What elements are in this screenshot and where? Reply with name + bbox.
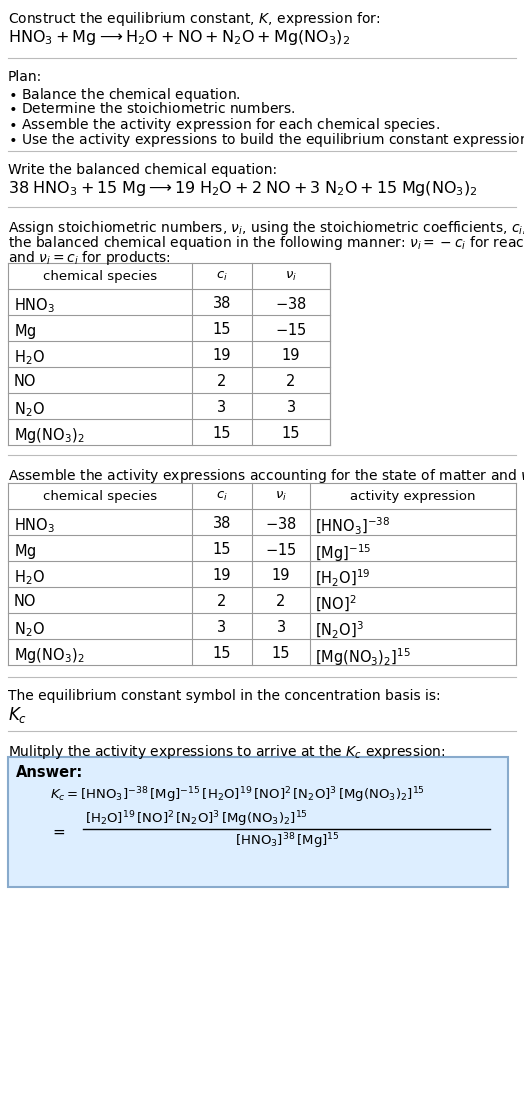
Text: $K_c = [\mathrm{HNO_3}]^{-38}\,[\mathrm{Mg}]^{-15}\,[\mathrm{H_2O}]^{19}\,[\math: $K_c = [\mathrm{HNO_3}]^{-38}\,[\mathrm{… bbox=[50, 785, 425, 804]
Text: 19: 19 bbox=[213, 349, 231, 363]
Text: 19: 19 bbox=[213, 568, 231, 583]
Text: 15: 15 bbox=[213, 322, 231, 338]
Text: $-15$: $-15$ bbox=[275, 322, 307, 338]
Text: 2: 2 bbox=[217, 374, 227, 389]
Text: 2: 2 bbox=[217, 595, 227, 609]
Text: $[\mathrm{NO}]^{2}$: $[\mathrm{NO}]^{2}$ bbox=[315, 595, 356, 614]
Text: $[\mathrm{HNO_3}]^{-38}$: $[\mathrm{HNO_3}]^{-38}$ bbox=[315, 516, 390, 537]
Text: $K_c$: $K_c$ bbox=[8, 705, 27, 725]
Text: the balanced chemical equation in the following manner: $\nu_i = -c_i$ for react: the balanced chemical equation in the fo… bbox=[8, 234, 524, 251]
Text: $\mathrm{H_2O}$: $\mathrm{H_2O}$ bbox=[14, 349, 45, 366]
Text: $\mathrm{N_2O}$: $\mathrm{N_2O}$ bbox=[14, 620, 45, 639]
Text: 15: 15 bbox=[272, 646, 290, 661]
Text: 38: 38 bbox=[213, 296, 231, 311]
Text: Mulitply the activity expressions to arrive at the $K_c$ expression:: Mulitply the activity expressions to arr… bbox=[8, 743, 445, 761]
Text: $[\mathrm{H_2O}]^{19}\,[\mathrm{NO}]^{2}\,[\mathrm{N_2O}]^{3}\,[\mathrm{Mg(NO_3): $[\mathrm{H_2O}]^{19}\,[\mathrm{NO}]^{2}… bbox=[85, 808, 308, 828]
Text: $\nu_i$: $\nu_i$ bbox=[275, 490, 287, 503]
Text: $\mathrm{38\;HNO_3 + 15\;Mg} \longrightarrow \mathrm{19\;H_2O + 2\;NO + 3\;N_2O : $\mathrm{38\;HNO_3 + 15\;Mg} \longrighta… bbox=[8, 179, 478, 199]
Text: 19: 19 bbox=[272, 568, 290, 583]
Text: The equilibrium constant symbol in the concentration basis is:: The equilibrium constant symbol in the c… bbox=[8, 689, 441, 703]
Text: $\mathrm{H_2O}$: $\mathrm{H_2O}$ bbox=[14, 568, 45, 587]
Text: 15: 15 bbox=[282, 426, 300, 441]
Text: chemical species: chemical species bbox=[43, 270, 157, 283]
Text: $c_i$: $c_i$ bbox=[216, 270, 228, 283]
Text: 19: 19 bbox=[282, 349, 300, 363]
Text: $-38$: $-38$ bbox=[265, 516, 297, 532]
Text: $\bullet$ Use the activity expressions to build the equilibrium constant express: $\bullet$ Use the activity expressions t… bbox=[8, 131, 524, 149]
Text: activity expression: activity expression bbox=[350, 490, 476, 503]
Text: chemical species: chemical species bbox=[43, 490, 157, 503]
Text: $[\mathrm{Mg}]^{-15}$: $[\mathrm{Mg}]^{-15}$ bbox=[315, 542, 371, 564]
Text: and $\nu_i = c_i$ for products:: and $\nu_i = c_i$ for products: bbox=[8, 249, 171, 267]
Text: $\bullet$ Balance the chemical equation.: $\bullet$ Balance the chemical equation. bbox=[8, 86, 241, 104]
FancyBboxPatch shape bbox=[8, 757, 508, 887]
Text: $c_i$: $c_i$ bbox=[216, 490, 228, 503]
Text: NO: NO bbox=[14, 595, 37, 609]
Text: $[\mathrm{Mg(NO_3)_2}]^{15}$: $[\mathrm{Mg(NO_3)_2}]^{15}$ bbox=[315, 646, 411, 667]
Text: $\mathrm{Mg(NO_3)_2}$: $\mathrm{Mg(NO_3)_2}$ bbox=[14, 426, 84, 445]
Text: $\mathrm{Mg(NO_3)_2}$: $\mathrm{Mg(NO_3)_2}$ bbox=[14, 646, 84, 665]
Text: $\mathrm{Mg}$: $\mathrm{Mg}$ bbox=[14, 322, 37, 341]
Text: 2: 2 bbox=[286, 374, 296, 389]
Text: $[\mathrm{H_2O}]^{19}$: $[\mathrm{H_2O}]^{19}$ bbox=[315, 568, 370, 589]
Text: NO: NO bbox=[14, 374, 37, 389]
Text: 38: 38 bbox=[213, 516, 231, 531]
Text: $\mathrm{HNO_3}$: $\mathrm{HNO_3}$ bbox=[14, 516, 55, 535]
Text: $\mathrm{Mg}$: $\mathrm{Mg}$ bbox=[14, 542, 37, 561]
Text: $\mathrm{N_2O}$: $\mathrm{N_2O}$ bbox=[14, 400, 45, 419]
Text: Assemble the activity expressions accounting for the state of matter and $\nu_i$: Assemble the activity expressions accoun… bbox=[8, 467, 524, 485]
Text: Answer:: Answer: bbox=[16, 765, 83, 780]
Text: Plan:: Plan: bbox=[8, 69, 42, 84]
Text: 3: 3 bbox=[287, 400, 296, 415]
Text: 15: 15 bbox=[213, 542, 231, 557]
Text: $\bullet$ Determine the stoichiometric numbers.: $\bullet$ Determine the stoichiometric n… bbox=[8, 101, 296, 116]
Text: Construct the equilibrium constant, $K$, expression for:: Construct the equilibrium constant, $K$,… bbox=[8, 10, 380, 28]
Text: $=$: $=$ bbox=[50, 824, 66, 839]
Text: $[\mathrm{HNO_3}]^{38}\,[\mathrm{Mg}]^{15}$: $[\mathrm{HNO_3}]^{38}\,[\mathrm{Mg}]^{1… bbox=[235, 831, 340, 850]
Text: 3: 3 bbox=[217, 400, 226, 415]
Text: 3: 3 bbox=[277, 620, 286, 635]
Text: $[\mathrm{N_2O}]^{3}$: $[\mathrm{N_2O}]^{3}$ bbox=[315, 620, 364, 641]
Text: 15: 15 bbox=[213, 426, 231, 441]
Text: 3: 3 bbox=[217, 620, 226, 635]
Text: $\nu_i$: $\nu_i$ bbox=[285, 270, 297, 283]
Text: 15: 15 bbox=[213, 646, 231, 661]
Text: $\bullet$ Assemble the activity expression for each chemical species.: $\bullet$ Assemble the activity expressi… bbox=[8, 116, 440, 133]
Text: Assign stoichiometric numbers, $\nu_i$, using the stoichiometric coefficients, $: Assign stoichiometric numbers, $\nu_i$, … bbox=[8, 219, 524, 237]
Text: Write the balanced chemical equation:: Write the balanced chemical equation: bbox=[8, 163, 277, 176]
Text: $\mathrm{HNO_3 + Mg} \longrightarrow \mathrm{H_2O + NO + N_2O + Mg(NO_3)_2}$: $\mathrm{HNO_3 + Mg} \longrightarrow \ma… bbox=[8, 28, 350, 47]
Text: 2: 2 bbox=[276, 595, 286, 609]
Text: $-38$: $-38$ bbox=[275, 296, 307, 312]
Text: $\mathrm{HNO_3}$: $\mathrm{HNO_3}$ bbox=[14, 296, 55, 314]
Text: $-15$: $-15$ bbox=[265, 542, 297, 558]
